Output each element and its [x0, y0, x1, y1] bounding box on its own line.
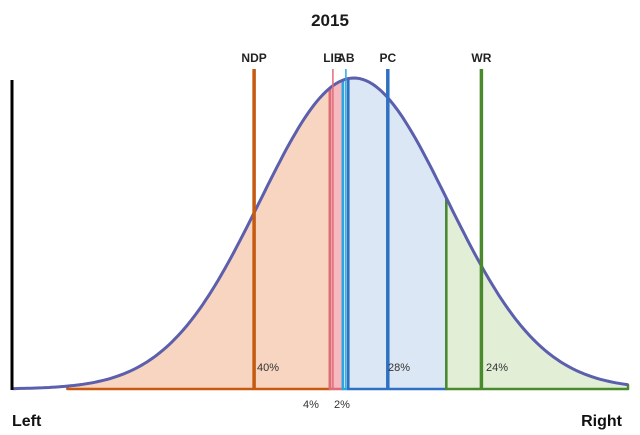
segment-fill-ndp	[67, 88, 330, 389]
party-lines	[252, 69, 484, 389]
chart-title: 2015	[311, 11, 349, 30]
party-label-ab: AB	[337, 51, 355, 65]
share-label-wr: 24%	[486, 362, 508, 374]
party-label-wr: WR	[471, 51, 491, 65]
segment-outlines	[66, 76, 630, 391]
segment-fill-wr	[446, 197, 628, 389]
share-label-lib: 4%	[303, 399, 319, 411]
share-label-ndp: 40%	[257, 362, 279, 374]
distribution-curve	[12, 76, 629, 391]
segment-fill-lib	[329, 80, 343, 389]
party-label-pc: PC	[379, 51, 396, 65]
share-label-pc: 28%	[388, 362, 410, 374]
share-label-ab: 2%	[334, 399, 350, 411]
x-axis-left-label: Left	[12, 413, 42, 430]
x-axis-right-label: Right	[581, 413, 623, 430]
party-label-lib: LIB	[323, 51, 343, 65]
share-labels: 40% 4% 2% 28% 24%	[257, 362, 508, 411]
segment-fill-pc	[348, 78, 447, 389]
party-label-ndp: NDP	[241, 51, 266, 65]
